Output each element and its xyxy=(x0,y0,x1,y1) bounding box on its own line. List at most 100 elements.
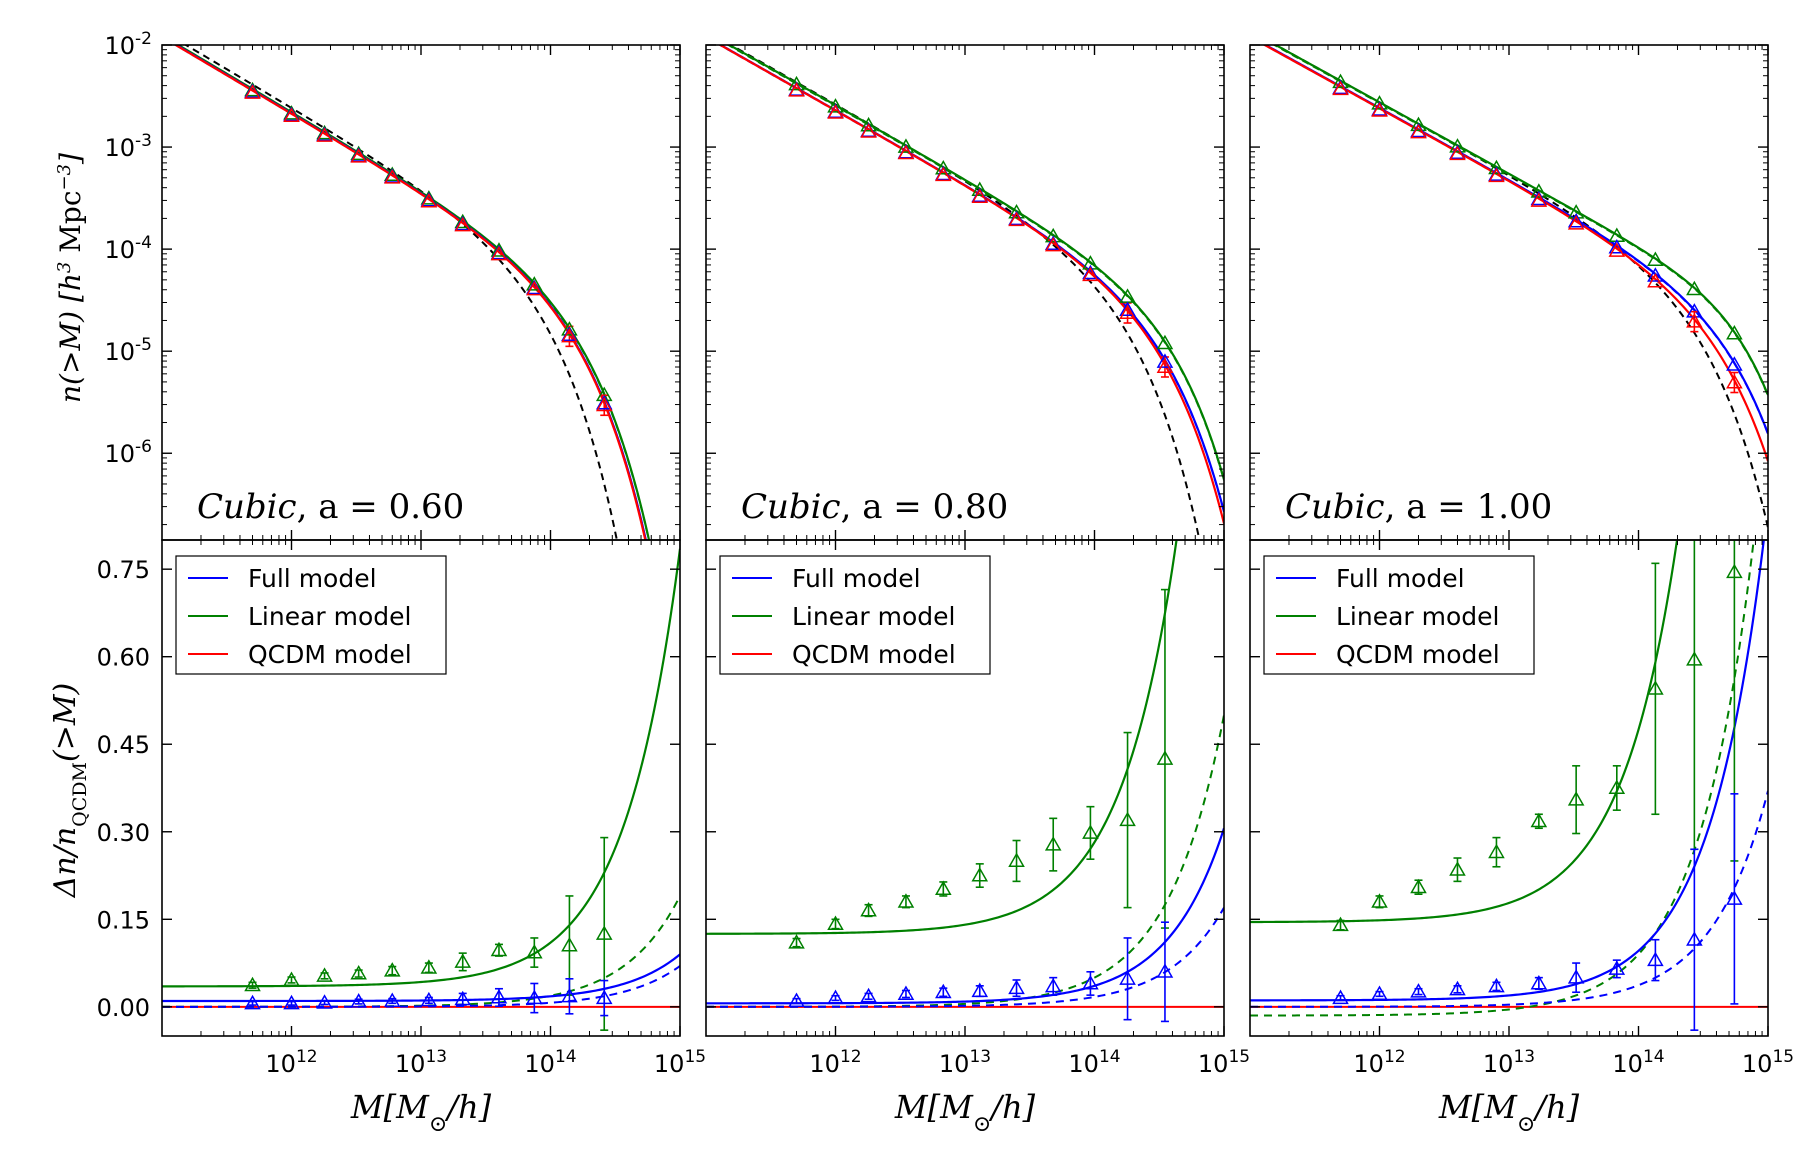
linear-ratio-point-3 xyxy=(316,967,333,982)
top-linear-point-10 xyxy=(1686,280,1703,296)
full-ratio-point-2 xyxy=(283,994,300,1010)
full-dashed-ratio xyxy=(1250,790,1768,1008)
x-tick-base: 10 xyxy=(524,1050,555,1078)
full-ratio-point-10 xyxy=(1119,970,1136,985)
panel-2-legend: Full model Linear model QCDM model xyxy=(719,555,991,675)
full-ratio-point-7 xyxy=(454,990,472,1006)
linear-ratio-point-1 xyxy=(244,976,261,992)
full-model-ratio xyxy=(1250,540,1765,1002)
full-ratio-point-4 xyxy=(350,993,367,1008)
qcdm-model-curve xyxy=(1262,45,1768,462)
linear-ratio-point-2 xyxy=(1371,893,1388,908)
legend-label-3: QCDM model xyxy=(248,640,412,669)
bottom-y-tick-label-1: 0.00 xyxy=(97,994,150,1022)
panel-1-top-frame xyxy=(161,44,681,541)
top-y-tick-base: 10 xyxy=(105,338,136,366)
x-tick-exponent: 14 xyxy=(1099,1047,1121,1067)
full-ratio-point-11 xyxy=(1726,890,1743,905)
full-ratio-point-1 xyxy=(244,994,261,1010)
linear-ratio-point-7 xyxy=(1008,852,1025,867)
full-ratio-point-11 xyxy=(1156,963,1174,978)
linear-ratio-point-10 xyxy=(1119,811,1136,827)
top-y-tick-label-1: 10-2 xyxy=(105,29,153,60)
bottom-y-axis-label-sub: QCDM xyxy=(69,762,91,827)
full-ratio-point-7 xyxy=(1567,969,1585,984)
x-tick-exponent: 12 xyxy=(1384,1047,1406,1067)
x-tick-exponent: 14 xyxy=(555,1047,577,1067)
linear-model-curve xyxy=(727,45,1224,480)
top-qcdm-point-5 xyxy=(1488,167,1505,183)
panel-3-bottom-plot-area xyxy=(1250,540,1768,1031)
full-ratio-point-6 xyxy=(420,991,438,1007)
x-tick-base: 10 xyxy=(809,1050,840,1078)
linear-ratio-point-6 xyxy=(420,959,438,974)
top-y-tick-exponent: -5 xyxy=(135,335,152,355)
top-qcdm-point-4 xyxy=(897,144,915,160)
top-linear-point-2 xyxy=(283,105,300,120)
full-ratio-point-4 xyxy=(897,985,915,1000)
top-y-axis-label: n(>M) [h3 Mpc−3] xyxy=(54,153,88,403)
lcdm-dashed-curve xyxy=(1273,45,1768,528)
linear-ratio-point-5 xyxy=(1488,843,1505,859)
panel-2-top-plot-area xyxy=(718,45,1224,540)
top-y-tick-exponent: -3 xyxy=(135,131,152,151)
top-qcdm-point-4 xyxy=(1449,145,1466,161)
bottom-y-axis-label: Δn/nQCDM(>M) xyxy=(48,683,91,899)
top-linear-point-1 xyxy=(788,75,805,91)
top-qcdm-point-5 xyxy=(935,166,952,182)
top-y-tick-label-3: 10-4 xyxy=(105,233,153,264)
top-y-axis-label-exp2: −3 xyxy=(54,164,75,191)
x-tick-label-2: 1013 xyxy=(1483,1047,1535,1078)
full-ratio-point-2 xyxy=(1371,985,1388,1000)
linear-ratio-point-4 xyxy=(1449,861,1466,876)
x-tick-base: 10 xyxy=(1068,1050,1099,1078)
linear-ratio-point-6 xyxy=(971,867,989,882)
linear-model-ratio xyxy=(706,540,1178,935)
full-ratio-point-11 xyxy=(595,989,613,1005)
top-linear-point-3 xyxy=(860,116,877,132)
top-full-point-9 xyxy=(1082,264,1099,280)
panel-2-annotation: Cubic, a = 0.80 xyxy=(741,487,1008,527)
top-y-tick-base: 10 xyxy=(105,236,136,264)
top-qcdm-point-6 xyxy=(420,192,438,208)
full-ratio-point-5 xyxy=(935,983,952,999)
top-y-tick-base: 10 xyxy=(105,32,136,60)
top-linear-point-5 xyxy=(383,166,401,181)
x-tick-label-1: 1012 xyxy=(1353,1047,1405,1078)
legend-label-2: Linear model xyxy=(792,602,956,631)
full-ratio-point-8 xyxy=(490,988,508,1004)
full-dashed-curve xyxy=(718,45,1224,513)
x-tick-exponent: 15 xyxy=(684,1047,706,1067)
linear-ratio-point-4 xyxy=(350,965,367,980)
top-linear-point-8 xyxy=(1044,227,1062,243)
panel-1-annotation: Cubic, a = 0.60 xyxy=(197,487,464,527)
linear-ratio-point-8 xyxy=(1608,779,1626,794)
x-tick-exponent: 15 xyxy=(1772,1047,1794,1067)
top-linear-point-11 xyxy=(595,386,613,402)
top-qcdm-point-6 xyxy=(971,188,989,203)
panel-3-legend: Full model Linear model QCDM model xyxy=(1263,555,1535,675)
x-label-sub: ⊙ xyxy=(973,1112,991,1137)
x-tick-base: 10 xyxy=(1742,1050,1773,1078)
linear-ratio-point-7 xyxy=(454,953,472,968)
panel-3-top-frame xyxy=(1249,44,1769,541)
full-model-curve xyxy=(1263,45,1768,434)
full-ratio-point-7 xyxy=(1008,979,1025,995)
linear-ratio-point-1 xyxy=(788,934,805,949)
top-y-axis-label-mid: Mpc xyxy=(54,190,87,261)
top-y-axis-label-exp: 3 xyxy=(54,262,75,273)
top-y-tick-exponent: -6 xyxy=(135,437,152,457)
linear-ratio-point-4 xyxy=(897,893,915,908)
linear-ratio-point-3 xyxy=(860,902,877,917)
linear-ratio-point-5 xyxy=(935,880,952,895)
panel-2-x-axis-label: M[M⊙/h] xyxy=(894,1088,1036,1137)
top-qcdm-point-10 xyxy=(1686,313,1703,328)
top-linear-point-9 xyxy=(526,276,543,291)
top-qcdm-point-11 xyxy=(1156,358,1174,373)
top-full-point-11 xyxy=(1726,356,1743,371)
top-qcdm-point-9 xyxy=(526,280,543,296)
x-tick-base: 10 xyxy=(1612,1050,1643,1078)
top-linear-point-8 xyxy=(490,242,508,257)
